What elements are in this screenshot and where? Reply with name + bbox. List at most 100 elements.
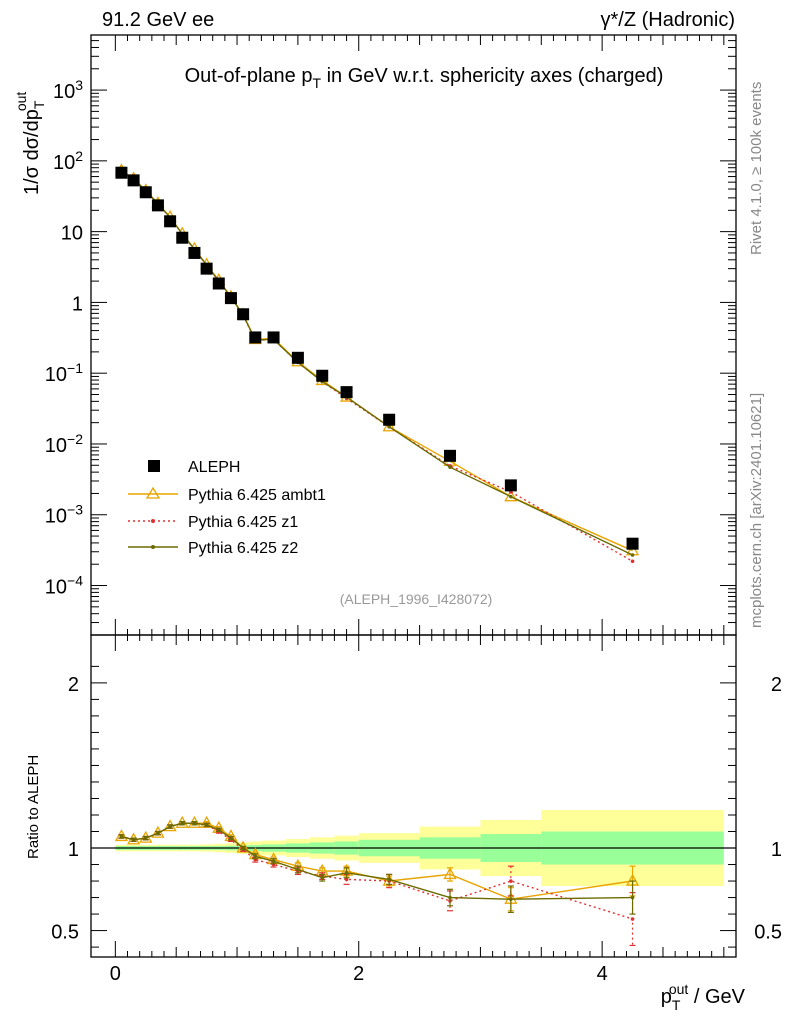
main-panel: 10−4 10−3 10−2 10−1 1 10 102 103 Out-of-plane p…: [13, 34, 737, 636]
ratio-series-point-2: [131, 837, 136, 842]
rivet-label: Rivet 4.1.0, ≥ 100k events: [748, 82, 765, 255]
legend-entry-z2: Pythia 6.425 z2: [128, 540, 298, 557]
ratio-xtick-label: 2: [353, 963, 364, 985]
ratio-ytick-label: 0.5: [51, 922, 79, 944]
data-point-aleph: [224, 292, 237, 305]
data-point-aleph: [127, 174, 140, 187]
ratio-series-point-1: [630, 917, 635, 921]
legend-marker-ambt1: [145, 486, 161, 499]
ratio-ytick-label: 2: [68, 674, 79, 696]
ratio-series-point-0: [187, 815, 202, 828]
main-ytick-label: 10−2: [45, 431, 83, 457]
main-ytick-label: 10−1: [45, 360, 83, 386]
ratio-marks: [91, 810, 736, 947]
ratio-ytick-label-right: 0.5: [754, 922, 782, 944]
data-point-aleph: [188, 246, 201, 259]
ratio-series-point-2: [509, 897, 513, 902]
data-point-aleph: [151, 199, 164, 212]
ratio-panel: 0 2 4 0.5 0.5 1 1 2 2 Ratio to ALEPH pTout / GeV: [25, 634, 782, 1013]
data-point-aleph: [237, 308, 250, 321]
legend-marker-z1: [151, 519, 155, 523]
data-point-aleph: [316, 369, 329, 382]
main-ytick-label: 10: [61, 223, 83, 245]
ratio-series-point-0: [200, 815, 214, 828]
main-series-point-2: [630, 559, 635, 564]
main-series-point-3: [387, 424, 391, 429]
legend-entry-ambt1: Pythia 6.425 ambt1: [128, 486, 326, 504]
ratio-ytick-label: 1: [68, 839, 79, 861]
legend-label-z1: Pythia 6.425 z1: [188, 514, 298, 531]
main-series-point-3: [630, 553, 635, 557]
main-axes: 10−4 10−3 10−2 10−1 1 10 102 103: [45, 34, 736, 636]
data-point-aleph: [176, 231, 189, 244]
main-ytick-label: 102: [53, 148, 83, 174]
ratio-series-point-2: [253, 854, 258, 859]
data-point-aleph: [267, 331, 280, 344]
ratio-series-point-2: [180, 821, 185, 826]
main-series-point-3: [448, 465, 452, 469]
ratio-series-point-0: [114, 829, 129, 842]
ratio-series-point-2: [630, 895, 635, 900]
data-point-aleph: [340, 386, 353, 399]
ratio-series-point-1: [344, 877, 349, 882]
ratio-series-point-2: [168, 824, 172, 829]
ratio-ylabel: Ratio to ALEPH: [25, 755, 42, 859]
ratio-xtick-label: 0: [110, 963, 121, 985]
ratio-axes: 0 2 4 0.5 0.5 1 1 2 2: [51, 635, 782, 985]
ratio-series-point-1: [509, 879, 513, 883]
chart-title: Out-of-plane pT in GeV w.r.t. sphericity…: [185, 65, 664, 91]
data-point-aleph: [139, 186, 152, 199]
ratio-series-point-0: [443, 867, 457, 880]
main-ytick-label: 1: [72, 293, 83, 315]
header-left: 91.2 GeV ee: [102, 9, 214, 31]
legend-entry-z1: Pythia 6.425 z1: [128, 514, 298, 531]
legend-marker-aleph: [148, 460, 160, 472]
main-ytick-label: 10−4: [45, 573, 83, 599]
legend-label-ambt1: Pythia 6.425 ambt1: [188, 487, 326, 504]
ratio-xtick-label: 4: [597, 963, 608, 985]
legend-marker-z2: [151, 545, 155, 549]
ratio-series-point-2: [387, 877, 391, 882]
main-marks: [114, 163, 640, 564]
ratio-series-point-0: [236, 840, 250, 853]
ratio-series-point-2: [448, 895, 452, 900]
ratio-series-point-2: [229, 836, 233, 840]
ratio-series-point-2: [156, 831, 160, 835]
main-series-point-1: [382, 419, 396, 432]
data-point-aleph: [444, 449, 457, 462]
x-axis-label: pTout / GeV: [661, 981, 746, 1013]
header-right: γ*/Z (Hadronic): [601, 9, 735, 31]
ratio-series-point-2: [192, 821, 197, 826]
main-ylabel: 1/σ dσ/dpTout: [13, 92, 47, 195]
ratio-series-point-2: [320, 875, 325, 880]
data-point-aleph: [504, 479, 517, 492]
data-point-aleph: [164, 215, 177, 228]
legend-entry-aleph: ALEPH: [148, 459, 240, 476]
ratio-series-point-2: [241, 846, 245, 850]
data-point-aleph: [115, 166, 128, 179]
ratio-ytick-label-right: 1: [771, 839, 782, 861]
legend-label-z2: Pythia 6.425 z2: [188, 540, 298, 557]
legend: ALEPH Pythia 6.425 ambt1 Pythia 6.425 z1…: [128, 459, 326, 557]
ratio-frame: [90, 634, 737, 958]
ratio-series-point-0: [175, 815, 189, 828]
data-point-aleph: [212, 277, 225, 290]
ratio-series-point-2: [271, 859, 276, 864]
data-point-aleph: [291, 351, 304, 364]
ratio-series-point-2: [216, 828, 221, 832]
data-point-aleph: [626, 537, 639, 550]
analysis-label: (ALEPH_1996_I428072): [340, 591, 493, 607]
main-series-point-3: [509, 494, 513, 499]
main-ytick-label: 10−3: [45, 502, 83, 528]
data-point-aleph: [249, 331, 262, 344]
ratio-ytick-label-right: 2: [771, 674, 782, 696]
data-point-aleph: [200, 262, 213, 275]
ratio-series-point-2: [119, 834, 124, 839]
legend-label-aleph: ALEPH: [188, 459, 240, 476]
ratio-series-point-2: [344, 870, 349, 875]
ratio-series-point-2: [204, 823, 209, 827]
mcplots-label: mcplots.cern.ch [arXiv:2401.10621]: [748, 393, 765, 628]
data-point-aleph: [383, 413, 396, 426]
ratio-series-point-2: [296, 867, 300, 872]
